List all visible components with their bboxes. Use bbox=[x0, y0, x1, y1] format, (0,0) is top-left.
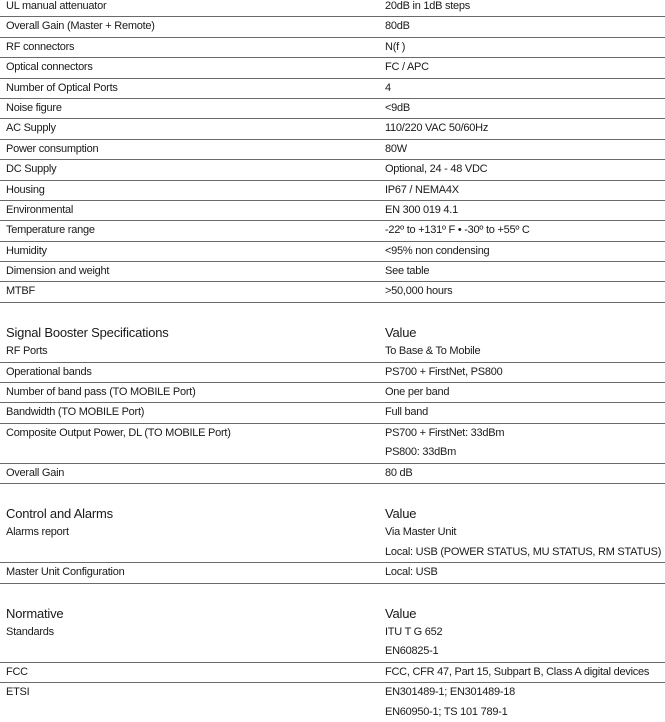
row-label: Dimension and weight bbox=[6, 265, 110, 278]
row-label: Operational bands bbox=[6, 365, 92, 378]
row-label: Noise figure bbox=[6, 101, 62, 114]
row-label: Alarms report bbox=[6, 526, 69, 539]
table-row: DC Supply Optional, 24 - 48 VDC bbox=[0, 160, 665, 181]
spec-table: Normative Value Standards ITU T G 652 EN60… bbox=[0, 604, 665, 722]
row-label: AC Supply bbox=[6, 122, 56, 135]
table-row: Environmental EN 300 019 4.1 bbox=[0, 201, 665, 222]
row-label: Power consumption bbox=[6, 142, 99, 155]
table-row: Noise figure <9dB bbox=[0, 99, 665, 120]
row-value: Full band bbox=[385, 406, 429, 419]
table-row: Operational bands PS700 + FirstNet, PS80… bbox=[0, 363, 665, 384]
table-row: Dimension and weight See table bbox=[0, 262, 665, 283]
value-header: Value bbox=[385, 324, 417, 340]
row-value: PS800: 33dBm bbox=[385, 446, 456, 459]
row-label: FCC bbox=[6, 665, 28, 678]
row-label: Overall Gain bbox=[6, 466, 65, 479]
table-header: Control and Alarms Value bbox=[0, 504, 665, 523]
row-value: 80 dB bbox=[385, 466, 413, 479]
row-label: Number of Optical Ports bbox=[6, 81, 118, 94]
row-value: N(f ) bbox=[385, 40, 406, 53]
row-label: Composite Output Power, DL (TO MOBILE Po… bbox=[6, 426, 231, 439]
row-value: Via Master Unit bbox=[385, 526, 457, 539]
value-header: Value bbox=[385, 505, 417, 521]
table-row: RF Ports To Base & To Mobile bbox=[0, 342, 665, 363]
spec-table: Control and Alarms Value Alarms report Vi… bbox=[0, 504, 665, 584]
table-row: RF connectors N(f ) bbox=[0, 38, 665, 59]
value-header: Value bbox=[385, 605, 417, 621]
row-label: Standards bbox=[6, 625, 54, 638]
row-label: DC Supply bbox=[6, 163, 57, 176]
table-row: Humidity <95% non condensing bbox=[0, 242, 665, 263]
row-value: Local: USB bbox=[385, 566, 438, 579]
row-label: Bandwidth (TO MOBILE Port) bbox=[6, 406, 145, 419]
row-value: EN60950-1; TS 101 789-1 bbox=[385, 705, 508, 718]
row-label: ETSI bbox=[6, 686, 30, 699]
row-value: See table bbox=[385, 265, 430, 278]
row-value: ITU T G 652 bbox=[385, 625, 443, 638]
row-value: EN60825-1 bbox=[385, 645, 439, 658]
table-row: Housing IP67 / NEMA4X bbox=[0, 181, 665, 201]
table-row: Number of band pass (TO MOBILE Port) One… bbox=[0, 383, 665, 404]
table-row: Temperature range -22º to +131º F • -30º… bbox=[0, 221, 665, 242]
section-title: Signal Booster Specifications bbox=[6, 324, 169, 340]
row-label: Overall Gain (Master + Remote) bbox=[6, 20, 155, 33]
table-header: Signal Booster Specifications Value bbox=[0, 323, 665, 342]
table-row: Overall Gain 80 dB bbox=[0, 464, 665, 484]
row-value: 110/220 VAC 50/60Hz bbox=[385, 122, 489, 135]
row-value: Local: USB (POWER STATUS, MU STATUS, RM … bbox=[385, 545, 662, 558]
row-value: 80W bbox=[385, 142, 407, 155]
table-row: Alarms report Via Master Unit Local: USB … bbox=[0, 523, 665, 564]
table-row: Composite Output Power, DL (TO MOBILE Po… bbox=[0, 424, 665, 464]
row-label: Number of band pass (TO MOBILE Port) bbox=[6, 386, 196, 399]
row-label: RF Ports bbox=[6, 345, 48, 358]
row-value: >50,000 hours bbox=[385, 285, 453, 298]
row-label: RF connectors bbox=[6, 40, 75, 53]
row-label: UL manual attenuator bbox=[6, 0, 107, 12]
row-label: Housing bbox=[6, 183, 45, 196]
table-row: Optical connectors FC / APC bbox=[0, 58, 665, 79]
row-value: EN301489-1; EN301489-18 bbox=[385, 686, 516, 699]
row-value: Optional, 24 - 48 VDC bbox=[385, 163, 488, 176]
row-value: <95% non condensing bbox=[385, 244, 490, 257]
row-value: 20dB in 1dB steps bbox=[385, 0, 471, 12]
table-row: Power consumption 80W bbox=[0, 140, 665, 161]
table-row: ETSI EN301489-1; EN301489-18 EN60950-1; T… bbox=[0, 683, 665, 722]
row-label: MTBF bbox=[6, 285, 35, 298]
row-value: IP67 / NEMA4X bbox=[385, 183, 459, 196]
table-row: Bandwidth (TO MOBILE Port) Full band bbox=[0, 403, 665, 424]
row-label: Master Unit Configuration bbox=[6, 566, 125, 579]
table-row: UL manual attenuator 20dB in 1dB steps bbox=[0, 0, 665, 18]
row-label: Humidity bbox=[6, 244, 47, 257]
section-title: Control and Alarms bbox=[6, 505, 113, 521]
row-value: -22º to +131º F • -30º to +55º C bbox=[385, 224, 530, 237]
row-value: EN 300 019 4.1 bbox=[385, 203, 458, 216]
row-value: One per band bbox=[385, 386, 450, 399]
table-row: Overall Gain (Master + Remote) 80dB bbox=[0, 17, 665, 38]
row-label: Optical connectors bbox=[6, 61, 93, 74]
row-value: PS700 + FirstNet: 33dBm bbox=[385, 426, 505, 439]
table-header: Normative Value bbox=[0, 604, 665, 623]
row-value: To Base & To Mobile bbox=[385, 345, 481, 358]
row-value: <9dB bbox=[385, 101, 410, 114]
row-value: PS700 + FirstNet, PS800 bbox=[385, 365, 503, 378]
table-row: Number of Optical Ports 4 bbox=[0, 79, 665, 99]
row-value: FC / APC bbox=[385, 61, 429, 74]
table-row: MTBF >50,000 hours bbox=[0, 282, 665, 303]
table-row: FCC FCC, CFR 47, Part 15, Subpart B, Cla… bbox=[0, 663, 665, 684]
row-label: Environmental bbox=[6, 203, 74, 216]
section-title: Normative bbox=[6, 605, 64, 621]
table-row: AC Supply 110/220 VAC 50/60Hz bbox=[0, 119, 665, 140]
row-value: FCC, CFR 47, Part 15, Subpart B, Class A… bbox=[385, 665, 650, 678]
spec-table: Signal Booster Specifications Value RF Po… bbox=[0, 323, 665, 484]
table-row: Master Unit Configuration Local: USB bbox=[0, 563, 665, 584]
table-row: Standards ITU T G 652 EN60825-1 bbox=[0, 623, 665, 663]
row-value: 4 bbox=[385, 81, 391, 94]
row-label: Temperature range bbox=[6, 224, 95, 237]
spec-table: UL manual attenuator 20dB in 1dB steps Ov… bbox=[0, 0, 665, 303]
row-value: 80dB bbox=[385, 20, 410, 33]
